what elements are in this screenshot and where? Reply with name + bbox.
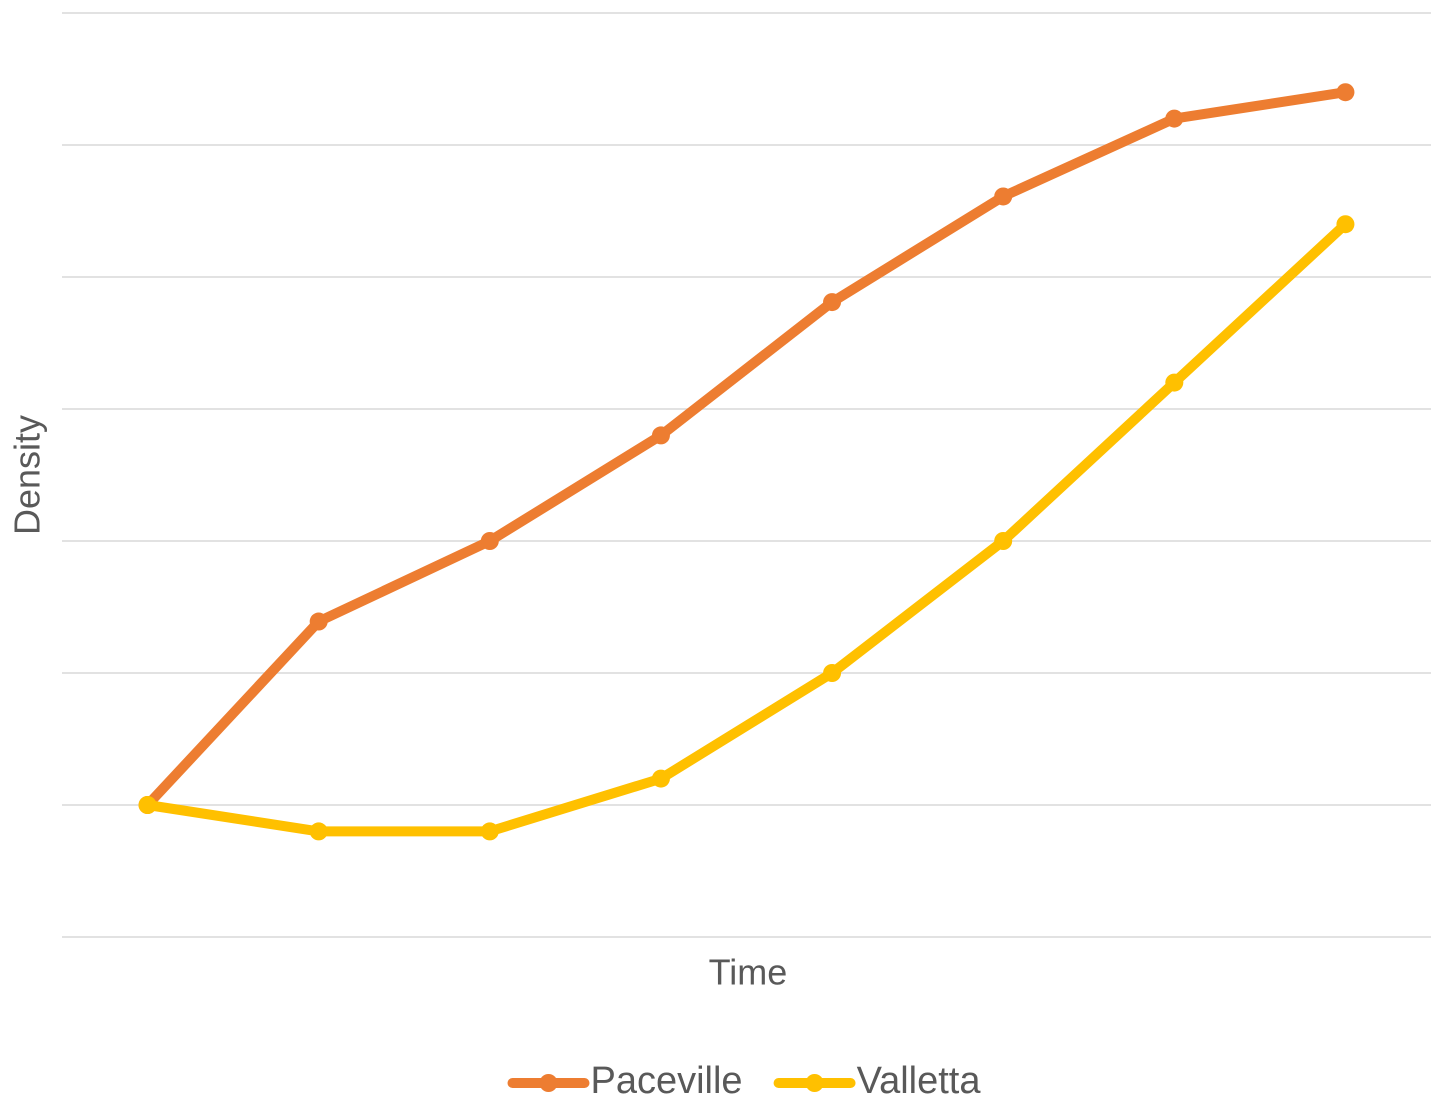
x-axis-title: Time xyxy=(709,952,788,993)
legend-label: Valletta xyxy=(857,1060,982,1102)
series-line xyxy=(142,87,1351,810)
point-marker xyxy=(994,187,1013,206)
point-marker xyxy=(1336,215,1355,234)
point-marker xyxy=(651,769,670,788)
point-marker xyxy=(823,664,842,682)
legend-marker xyxy=(805,1074,824,1092)
point-marker xyxy=(1165,373,1184,392)
point-marker xyxy=(823,293,842,312)
point-marker xyxy=(480,532,499,550)
point-marker xyxy=(1165,109,1184,128)
legend-marker xyxy=(539,1074,558,1092)
series-line xyxy=(142,219,1351,837)
point-marker xyxy=(309,822,328,841)
y-axis-title: Density xyxy=(7,415,48,535)
legend-label: Paceville xyxy=(590,1060,742,1102)
point-marker xyxy=(309,612,328,631)
point-marker xyxy=(1336,83,1355,102)
point-marker xyxy=(138,796,157,814)
point-marker xyxy=(651,426,670,445)
point-marker xyxy=(994,532,1013,550)
point-marker xyxy=(480,822,499,841)
